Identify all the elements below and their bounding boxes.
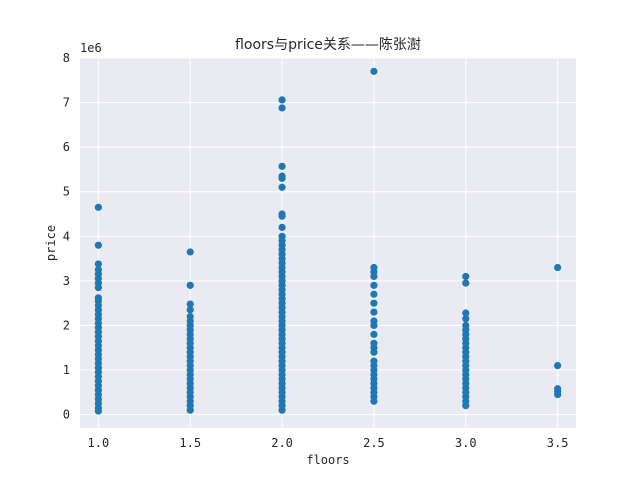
plot-background: [80, 58, 576, 428]
data-points: [94, 67, 562, 415]
data-point: [370, 281, 378, 289]
data-point: [370, 67, 378, 75]
data-point: [370, 263, 378, 272]
y-tick-label: 1: [63, 363, 70, 377]
data-point: [186, 281, 194, 289]
data-point: [462, 321, 470, 330]
data-point: [186, 306, 194, 314]
data-point: [370, 339, 378, 347]
data-point: [94, 294, 102, 302]
data-point: [94, 266, 102, 274]
data-point: [186, 248, 194, 256]
y-tick-label: 5: [63, 185, 70, 199]
data-point: [370, 317, 378, 325]
data-point: [278, 96, 286, 104]
data-point: [278, 172, 286, 180]
data-point: [370, 308, 378, 316]
y-tick-label: 2: [63, 318, 70, 332]
y-tick-label: 6: [63, 140, 70, 154]
data-point: [278, 104, 286, 112]
data-point: [462, 309, 470, 317]
data-point: [278, 183, 286, 191]
x-tick-label: 2.5: [363, 436, 385, 450]
y-tick-label: 8: [63, 51, 70, 65]
y-tick-label: 7: [63, 96, 70, 110]
data-point: [186, 312, 194, 321]
data-point: [278, 210, 286, 218]
y-tick-label: 4: [63, 229, 70, 243]
y-axis-label: price: [44, 225, 58, 261]
x-tick-label: 3.0: [455, 436, 477, 450]
x-tick-labels: 1.0 1.5 2.0 2.5 3.0 3.5: [88, 436, 569, 450]
data-point: [462, 315, 470, 323]
data-point: [94, 241, 102, 249]
chart-title: floors与price关系——陈张澍: [235, 36, 421, 53]
data-point: [370, 299, 378, 307]
y-axis-offset-label: 1e6: [80, 41, 102, 55]
data-point: [278, 232, 286, 240]
data-point: [370, 290, 378, 298]
data-point: [186, 300, 194, 308]
data-point: [462, 272, 470, 281]
data-point: [278, 162, 286, 170]
x-axis-label: floors: [306, 453, 349, 467]
x-tick-label: 2.0: [271, 436, 293, 450]
y-tick-labels: 0 1 2 3 4 5 6 7 8: [63, 51, 70, 422]
data-point: [94, 260, 102, 268]
data-point: [370, 357, 378, 365]
data-point: [554, 361, 562, 370]
data-point: [554, 263, 562, 272]
x-tick-label: 3.5: [547, 436, 569, 450]
data-point: [554, 385, 562, 393]
grid-lines: [80, 57, 576, 428]
data-point: [278, 223, 286, 231]
x-tick-label: 1.5: [179, 436, 201, 450]
y-tick-label: 3: [63, 274, 70, 288]
y-tick-label: 0: [63, 408, 70, 422]
x-tick-label: 1.0: [88, 436, 110, 450]
data-point: [94, 203, 102, 211]
data-point: [370, 330, 378, 338]
data-point: [462, 279, 470, 287]
